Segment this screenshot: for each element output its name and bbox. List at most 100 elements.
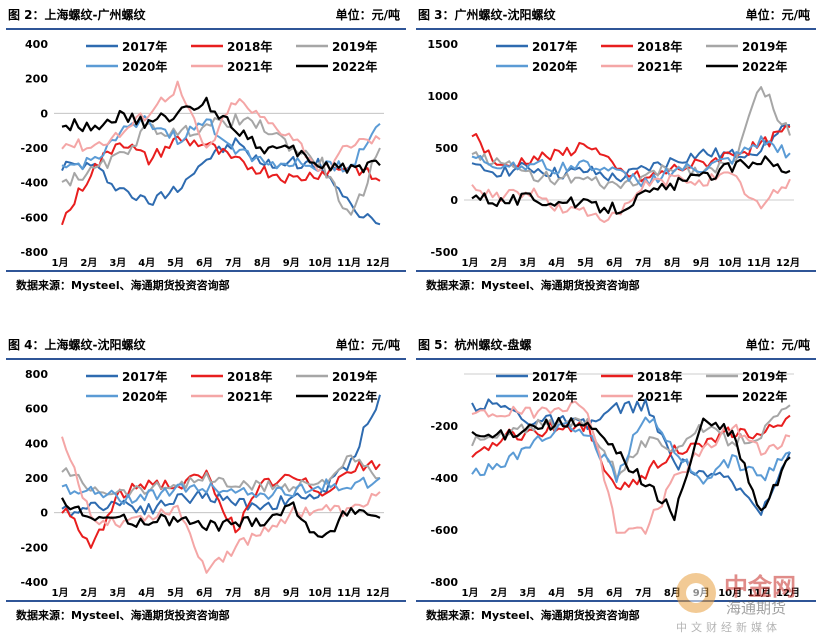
watermark-brand: 中金网 xyxy=(724,573,796,601)
series-line-2021年 xyxy=(61,80,381,172)
header-rule xyxy=(416,28,816,30)
series-line-2020年 xyxy=(61,115,381,173)
y-tick-label: 200 xyxy=(25,472,48,485)
x-tick-label: 8月 xyxy=(254,587,271,599)
legend-label: 2020年 xyxy=(532,389,577,404)
x-tick-label: 6月 xyxy=(196,257,213,269)
legend-label: 2022年 xyxy=(332,59,377,74)
legend-label: 2018年 xyxy=(637,369,682,384)
series-line-2022年 xyxy=(471,155,791,215)
legend-label: 2019年 xyxy=(332,369,377,384)
x-tick-label: 12月 xyxy=(366,257,390,269)
chart-panel-guangzhou-shenyang: 图 3：广州螺纹-沈阳螺纹 单位：元/吨 1500 1000 500 0 -500 1月 2… xyxy=(416,0,816,300)
series-line-2020年 xyxy=(61,476,381,505)
legend-label: 2021年 xyxy=(227,389,272,404)
chart-header: 图 2：上海螺纹-广州螺纹 单位：元/吨 xyxy=(8,0,400,28)
chart-source: 数据来源：Mysteel、海通期货投资咨询部 xyxy=(16,279,230,292)
legend-label: 2017年 xyxy=(532,369,577,384)
legend-label: 2019年 xyxy=(332,39,377,54)
x-tick-label: 11月 xyxy=(747,257,771,269)
y-tick-label: -200 xyxy=(20,541,48,554)
legend-label: 2017年 xyxy=(532,39,577,54)
y-tick-label: -200 xyxy=(430,420,458,433)
line-chart: 800 600 400 200 0 -200 -400 1月 2月 3月 4月 5月 6月 7月 8月 9月 1… xyxy=(20,368,389,599)
watermark-tagline: 中文财经新媒体 xyxy=(676,620,781,634)
x-tick-label: 4月 xyxy=(138,587,155,599)
x-tick-label: 7月 xyxy=(635,257,652,269)
y-tick-label: -400 xyxy=(430,472,458,485)
chart-panel-hangzhou-coil: 图 5：杭州螺纹-盘螺 单位：元/吨 -200 -400 -600 -800 1月 2月 3… xyxy=(416,330,816,630)
footer-rule xyxy=(6,600,406,602)
watermark-logo: 中金网 海通期货 中文财经新媒体 xyxy=(668,565,828,635)
y-tick-label: 200 xyxy=(25,73,48,86)
x-tick-label: 5月 xyxy=(577,587,594,599)
legend-label: 2022年 xyxy=(332,389,377,404)
legend-label: 2021年 xyxy=(637,59,682,74)
x-tick-label: 9月 xyxy=(283,257,300,269)
series-line-2021年 xyxy=(471,400,791,535)
footer-rule xyxy=(416,600,816,602)
chart-panel-shanghai-shenyang: 图 4：上海螺纹-沈阳螺纹 单位：元/吨 800 600 400 200 0 -200 -4… xyxy=(6,330,406,630)
y-tick-label: 400 xyxy=(25,38,48,51)
watermark-sub: 海通期货 xyxy=(726,599,786,617)
x-tick-label: 7月 xyxy=(225,257,242,269)
line-chart: -200-400-600-8001月2月3月4月5月6月7月8月9月10月11月… xyxy=(430,369,799,599)
x-tick-label: 3月 xyxy=(519,257,536,269)
series-line-2019年 xyxy=(471,86,791,190)
line-chart: 1500 1000 500 0 -500 1月 2月 3月 4月 5月 6月 7月 8月 9月 10月 11月… xyxy=(427,38,800,269)
chart-header: 图 4：上海螺纹-沈阳螺纹 单位：元/吨 xyxy=(8,330,400,358)
legend-label: 2019年 xyxy=(742,369,787,384)
x-tick-label: 3月 xyxy=(109,587,126,599)
x-tick-label: 4月 xyxy=(548,587,565,599)
x-tick-label: 6月 xyxy=(606,587,623,599)
x-tick-label: 3月 xyxy=(519,587,536,599)
y-tick-label: 800 xyxy=(25,368,48,381)
y-tick-label: -400 xyxy=(20,177,48,190)
y-tick-label: 1000 xyxy=(427,90,458,103)
x-tick-label: 3月 xyxy=(109,257,126,269)
header-rule xyxy=(6,28,406,30)
series-line-2018年 xyxy=(61,460,381,549)
chart-source: 数据来源：Mysteel、海通期货投资咨询部 xyxy=(426,609,640,622)
y-tick-label: -600 xyxy=(20,211,48,224)
chart-title: 图 4：上海螺纹-沈阳螺纹 xyxy=(8,337,146,352)
chart-title: 图 3：广州螺纹-沈阳螺纹 xyxy=(418,7,556,22)
series-line-2018年 xyxy=(61,135,381,226)
series-line-2021年 xyxy=(61,436,381,574)
x-tick-label: 1月 xyxy=(52,257,69,269)
series-line-2020年 xyxy=(471,135,791,188)
legend-label: 2019年 xyxy=(742,39,787,54)
y-tick-label: 400 xyxy=(25,437,48,450)
x-tick-label: 9月 xyxy=(283,587,300,599)
x-tick-label: 11月 xyxy=(337,587,361,599)
chart-source: 数据来源：Mysteel、海通期货投资咨询部 xyxy=(426,279,640,292)
x-tick-label: 11月 xyxy=(747,587,771,599)
header-rule xyxy=(416,358,816,360)
chart-unit: 单位：元/吨 xyxy=(335,337,400,352)
legend-label: 2021年 xyxy=(637,389,682,404)
legend-label: 2020年 xyxy=(122,389,167,404)
chart-unit: 单位：元/吨 xyxy=(745,7,810,22)
x-tick-label: 1月 xyxy=(462,257,479,269)
series-line-2017年 xyxy=(471,398,791,516)
line-chart: 400 200 0 -200 -400 -600 -800 1月 2月 3月 4月 5月 6月 7月 8月 9… xyxy=(20,38,390,269)
x-tick-label: 11月 xyxy=(337,257,361,269)
legend-label: 2021年 xyxy=(227,59,272,74)
y-tick-label: 0 xyxy=(40,107,48,120)
y-tick-label: -400 xyxy=(20,576,48,589)
legend-label: 2020年 xyxy=(122,59,167,74)
series-line-2022年 xyxy=(61,497,381,539)
x-tick-label: 1月 xyxy=(52,587,69,599)
chart-title: 图 5：杭州螺纹-盘螺 xyxy=(418,337,532,352)
series-line-2022年 xyxy=(471,416,791,522)
chart-header: 图 5：杭州螺纹-盘螺 单位：元/吨 xyxy=(418,330,810,358)
legend-label: 2022年 xyxy=(742,389,787,404)
y-tick-label: 0 xyxy=(450,194,458,207)
chart-source: 数据来源：Mysteel、海通期货投资咨询部 xyxy=(16,609,230,622)
legend-label: 2018年 xyxy=(637,39,682,54)
x-tick-label: 6月 xyxy=(606,257,623,269)
chart-panel-shanghai-guangzhou: 图 2：上海螺纹-广州螺纹 单位：元/吨 400 200 0 -200 -400 -600… xyxy=(6,0,406,300)
y-tick-label: 1500 xyxy=(427,38,458,51)
y-tick-label: -800 xyxy=(20,246,48,259)
series-line-2017年 xyxy=(61,394,381,518)
